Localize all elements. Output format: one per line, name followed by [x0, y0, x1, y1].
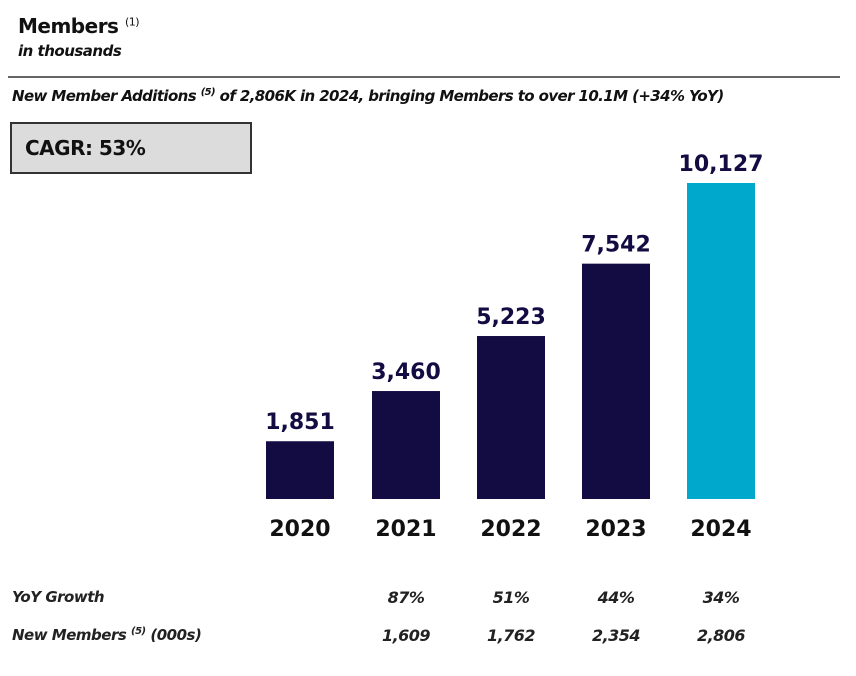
x-tick-2021: 2021 [375, 517, 436, 542]
title-text: Members [18, 14, 119, 38]
headline: New Member Additions (5) of 2,806K in 20… [12, 87, 724, 105]
chart-title: Members (1) [18, 14, 140, 38]
headline-pre: New Member Additions [12, 87, 197, 105]
headline-post: of 2,806K in 2024, bringing Members to o… [215, 87, 725, 105]
new-value-2024: 2,806 [696, 626, 746, 645]
bar-chart: 1,851 2020 3,460 2021 5,223 2022 7,542 2023 10,1… [265, 152, 764, 542]
x-tick-2023: 2023 [585, 517, 646, 542]
yoy-growth-label: YoY Growth [12, 588, 105, 606]
yoy-value-2023: 44% [597, 588, 635, 607]
x-tick-2022: 2022 [480, 517, 541, 542]
new-members-unit: (000s) [145, 626, 202, 644]
x-tick-2020: 2020 [269, 517, 330, 542]
yoy-value-2021: 87% [387, 588, 425, 607]
cagr-box: CAGR: 53% [10, 122, 252, 174]
new-members-label: New Members (5) (000s) [12, 626, 202, 644]
divider [8, 76, 840, 78]
data-label-2021: 3,460 [371, 360, 441, 385]
x-tick-2024: 2024 [690, 517, 751, 542]
new-value-2022: 1,762 [486, 626, 536, 645]
data-label-2020: 1,851 [265, 410, 335, 435]
new-members-footnote: (5) [131, 626, 146, 637]
bar-2024 [687, 183, 755, 499]
bar-2022 [477, 336, 545, 499]
headline-footnote: (5) [200, 87, 216, 98]
new-members-text: New Members [12, 626, 127, 644]
yoy-value-2022: 51% [492, 588, 530, 607]
bar-2023 [582, 263, 650, 499]
bar-2021 [372, 391, 440, 499]
data-label-2024: 10,127 [679, 152, 764, 177]
data-label-2022: 5,223 [476, 305, 546, 330]
new-value-2021: 1,609 [381, 626, 431, 645]
bar-2020 [266, 441, 334, 499]
chart-subtitle: in thousands [18, 42, 122, 60]
yoy-value-2024: 34% [702, 588, 740, 607]
title-footnote: (1) [124, 15, 140, 29]
data-label-2023: 7,542 [581, 233, 651, 258]
new-value-2023: 2,354 [591, 626, 641, 645]
